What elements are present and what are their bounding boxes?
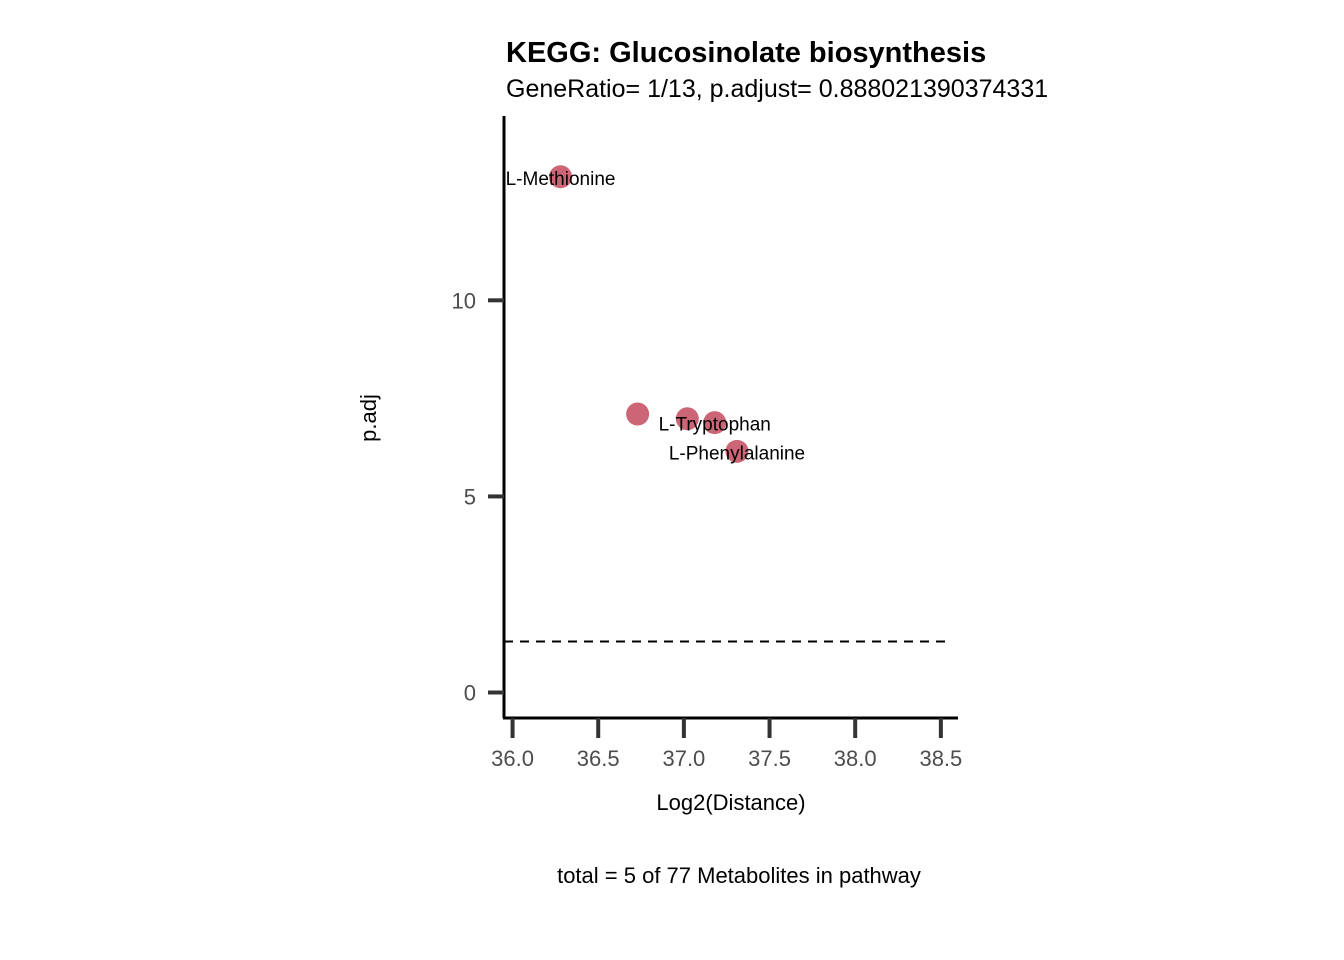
data-point-5 [725,439,749,463]
x-tick-label-6: 38.5 [919,746,962,771]
y-tick-label-3: 10 [452,288,476,313]
x-tick-label-4: 37.5 [748,746,791,771]
x-tick-label-5: 38.0 [834,746,877,771]
x-ticks: 36.0 36.5 37.0 37.5 38.0 38.5 [491,718,962,771]
point-label-5: L-Phenylalanine [669,443,805,464]
point-label-4: L-Tryptophan [659,415,771,436]
y-axis-title: p.adj [356,394,381,442]
data-point-2 [626,402,650,426]
y-tick-label-1: 0 [464,681,476,706]
chart-caption: total = 5 of 77 Metabolites in pathway [557,863,921,888]
x-axis-title: Log2(Distance) [656,790,805,815]
data-point-1 [549,165,573,189]
x-tick-label-2: 36.5 [577,746,620,771]
y-tick-label-2: 5 [464,484,476,509]
y-ticks: 0 5 10 [452,288,504,706]
point-label-1: L-Methionine [506,169,616,190]
point-labels: L-Methionine L-Tryptophan L-Phenylalanine [506,169,806,465]
x-tick-label-3: 37.0 [662,746,705,771]
data-points [549,165,749,463]
x-tick-label-1: 36.0 [491,746,534,771]
axes [502,116,958,720]
chart-title: KEGG: Glucosinolate biosynthesis [506,37,986,69]
data-point-4 [703,411,727,435]
data-point-3 [675,407,699,431]
chart-subtitle: GeneRatio= 1/13, p.adjust= 0.88802139037… [506,75,1048,103]
